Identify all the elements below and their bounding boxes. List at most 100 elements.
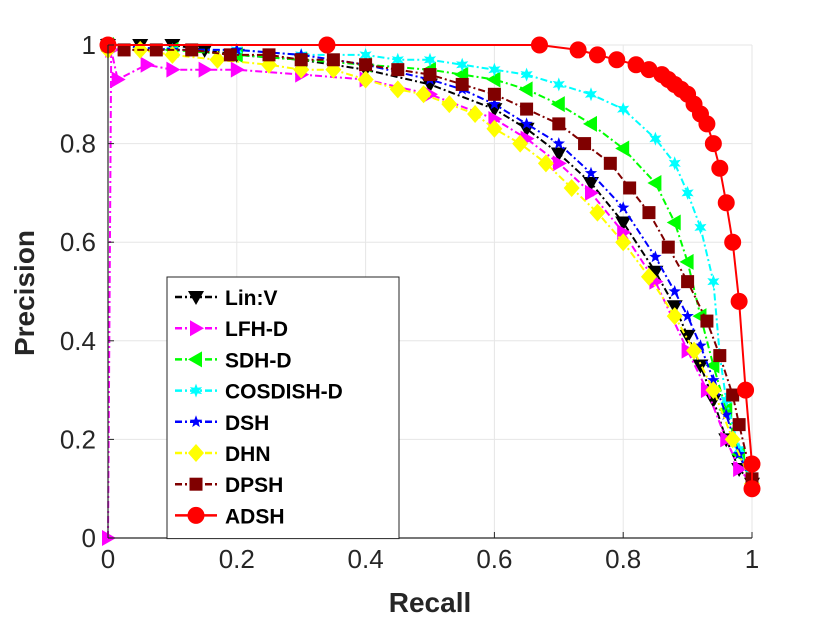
data-point <box>550 147 567 162</box>
data-point <box>615 216 632 231</box>
data-point <box>649 250 662 263</box>
legend-label: DSH <box>225 412 269 435</box>
data-point <box>730 292 748 310</box>
data-point <box>223 48 237 62</box>
data-point <box>679 253 694 270</box>
data-point <box>617 102 630 117</box>
legend-label: Lin:V <box>225 287 278 310</box>
data-point <box>487 87 501 101</box>
data-point <box>733 460 748 477</box>
legend: Lin:V LFH-D SDH-D COSDISH-D DSH DHN DPSH ADSH <box>166 276 400 540</box>
series-adsh <box>99 36 761 498</box>
x-tick-label: 1 <box>745 544 759 574</box>
data-point <box>552 155 567 172</box>
data-point <box>230 61 245 78</box>
data-point <box>357 70 374 89</box>
legend-label: COSDISH-D <box>225 381 343 404</box>
data-point <box>717 194 735 212</box>
data-point <box>262 48 276 62</box>
series-layer <box>99 36 761 546</box>
data-point <box>711 159 729 177</box>
tick-labels: 0 0.2 0.4 0.6 0.8 1 0 0.2 0.4 0.6 0.8 1 <box>60 30 759 574</box>
data-point <box>583 115 597 132</box>
legend-label: ADSH <box>225 505 285 528</box>
data-point <box>640 267 657 286</box>
legend-marker <box>189 383 203 398</box>
data-point <box>700 314 714 328</box>
data-point <box>486 119 503 138</box>
series-line <box>107 44 753 485</box>
data-point <box>743 480 761 498</box>
legend-entry: COSDISH-D <box>175 381 343 404</box>
data-point <box>647 265 664 280</box>
legend-marker <box>189 415 203 428</box>
data-point <box>196 43 213 58</box>
series-dpsh <box>101 38 759 486</box>
y-tick-label: 0 <box>82 523 96 553</box>
legend-label: DHN <box>225 443 271 466</box>
legend-marker <box>188 291 204 305</box>
data-point <box>415 85 432 104</box>
data-point <box>724 233 742 251</box>
data-point <box>422 78 438 93</box>
data-point <box>166 61 181 78</box>
data-point <box>423 68 437 82</box>
data-point <box>467 105 484 124</box>
data-point <box>488 62 501 77</box>
data-point <box>694 339 707 351</box>
legend-entry: LFH-D <box>175 318 288 341</box>
y-axis-label: Precision <box>9 230 40 356</box>
legend-entry: SDH-D <box>175 349 292 372</box>
legend-entry: Lin:V <box>175 287 278 310</box>
x-tick-label: 0.2 <box>219 544 255 574</box>
y-tick-label: 0.2 <box>60 424 96 454</box>
data-point <box>359 58 373 72</box>
data-point <box>441 95 458 114</box>
data-point <box>423 52 437 67</box>
data-point <box>552 117 566 131</box>
data-point <box>713 349 727 363</box>
data-point <box>552 77 565 92</box>
legend-label: SDH-D <box>225 349 292 372</box>
data-point <box>661 240 675 254</box>
data-point <box>537 154 554 173</box>
data-point <box>563 178 580 197</box>
data-point <box>585 184 599 201</box>
legend-marker <box>188 444 204 462</box>
data-point <box>486 103 503 118</box>
data-point <box>552 137 565 149</box>
data-point <box>359 47 372 62</box>
y-tick-label: 0.6 <box>60 227 96 257</box>
data-point <box>584 87 598 102</box>
data-point <box>589 203 606 222</box>
data-point <box>603 156 617 170</box>
legend-entry: ADSH <box>175 505 285 528</box>
series-line <box>107 44 753 485</box>
data-point <box>198 61 213 78</box>
legend-entry: DSH <box>175 412 269 435</box>
x-tick-label: 0 <box>101 544 115 574</box>
data-point <box>694 220 707 235</box>
data-point <box>520 102 534 116</box>
data-point <box>318 36 336 54</box>
y-tick-label: 0.4 <box>60 326 96 356</box>
data-point <box>488 97 501 110</box>
legend-entry: DPSH <box>175 474 283 497</box>
data-point <box>569 41 587 59</box>
data-point <box>649 131 662 146</box>
data-point <box>294 53 308 67</box>
data-point <box>530 36 548 54</box>
data-point <box>668 285 681 297</box>
data-point <box>707 373 720 386</box>
data-point <box>615 233 632 252</box>
data-point <box>486 71 501 88</box>
data-point <box>111 71 126 88</box>
data-point <box>737 381 755 399</box>
data-point <box>117 43 131 57</box>
data-point <box>679 329 696 344</box>
y-tick-label: 0.8 <box>60 129 96 159</box>
data-point <box>686 341 703 360</box>
x-tick-label: 0.4 <box>348 544 384 574</box>
data-point <box>732 418 746 432</box>
